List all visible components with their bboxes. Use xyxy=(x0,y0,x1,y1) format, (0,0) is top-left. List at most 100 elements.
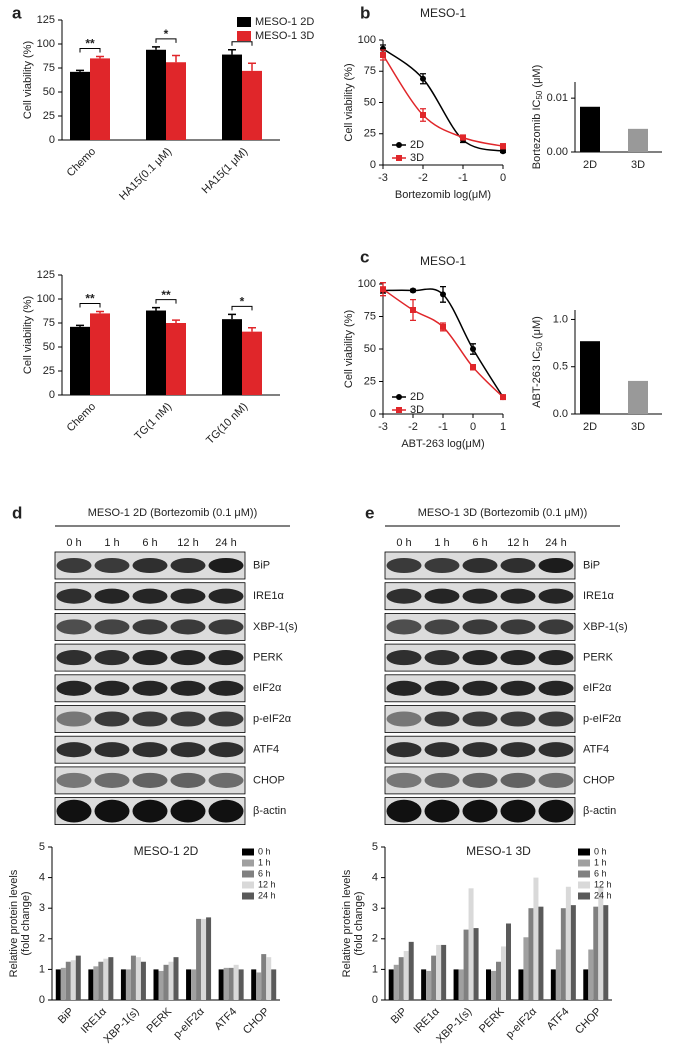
blot-band xyxy=(424,619,460,635)
bar xyxy=(570,905,576,1000)
bar xyxy=(598,886,604,1000)
bar xyxy=(538,906,544,1000)
x-tick-label: Chemo xyxy=(65,146,99,180)
blot-band xyxy=(56,650,92,666)
legend-swatch xyxy=(578,859,590,867)
time-label: 1 h xyxy=(434,537,449,549)
legend-swatch xyxy=(237,17,251,27)
legend-label: 12 h xyxy=(594,879,612,889)
time-label: 12 h xyxy=(507,537,528,549)
x-tick-label: p-eIF2α xyxy=(504,1005,540,1041)
protein-label: XBP-1(s) xyxy=(253,621,298,633)
y-axis-label: ABT-263 IC50 (μM) xyxy=(531,316,544,408)
protein-label: CHOP xyxy=(583,774,615,786)
bar xyxy=(441,944,447,1000)
y-tick-label: 125 xyxy=(37,14,55,26)
chart-title: MESO-1 3D xyxy=(466,844,531,858)
bar xyxy=(65,961,71,1000)
blot-band xyxy=(94,557,130,574)
bar xyxy=(496,961,501,1000)
x-tick-label: PERK xyxy=(477,1005,507,1035)
y-axis-label: Relative protein levels xyxy=(341,869,353,977)
y-axis-label-sub: 50 xyxy=(535,342,544,351)
bar xyxy=(388,969,394,1000)
blot-band xyxy=(132,650,168,666)
legend-marker xyxy=(396,142,402,148)
y-axis-label-sub: 50 xyxy=(535,90,544,99)
y-axis-label: (fold change) xyxy=(353,891,365,955)
point xyxy=(460,134,466,141)
blot-band xyxy=(424,772,460,788)
legend-label: 6 h xyxy=(594,868,607,878)
legend-label: 6 h xyxy=(258,868,271,878)
bar xyxy=(146,49,166,141)
bar xyxy=(628,380,648,414)
blot-band xyxy=(500,799,536,823)
blot-band xyxy=(170,772,206,788)
point xyxy=(380,52,386,58)
y-tick-label: 25 xyxy=(364,375,376,387)
bar xyxy=(506,923,511,1000)
blot-band xyxy=(56,742,92,758)
y-tick-label: 25 xyxy=(364,128,376,140)
legend-marker xyxy=(396,407,402,413)
error-bar xyxy=(96,310,104,314)
protein-label: IRE1α xyxy=(253,590,284,602)
time-label: 0 h xyxy=(66,537,81,549)
blot-band xyxy=(170,619,206,635)
blot-band xyxy=(170,680,206,696)
y-tick-label: 0.5 xyxy=(553,361,568,373)
y-tick-label: 3 xyxy=(39,902,45,914)
blot-band xyxy=(538,680,574,696)
bar xyxy=(426,970,432,1000)
blot-band xyxy=(424,588,460,604)
curve xyxy=(382,48,504,152)
y-tick-label: 2 xyxy=(39,933,45,945)
y-tick-label: 50 xyxy=(364,96,376,108)
legend-swatch xyxy=(237,31,251,41)
bar xyxy=(256,972,262,1000)
y-tick-label: 0.01 xyxy=(547,92,568,104)
y-tick-label: 3 xyxy=(372,902,378,914)
y-tick-label: 0 xyxy=(39,994,45,1006)
point xyxy=(500,143,506,150)
protein-label: eIF2α xyxy=(583,682,612,694)
bar xyxy=(218,969,224,1000)
point xyxy=(500,394,506,401)
legend-label: 1 h xyxy=(594,857,607,867)
bar xyxy=(261,954,267,1000)
blot-band xyxy=(462,680,498,696)
blot-band xyxy=(56,557,92,574)
bar xyxy=(146,310,166,395)
blot-band xyxy=(424,680,460,696)
x-axis-label: Bortezomib log(μM) xyxy=(395,189,491,201)
blot-band xyxy=(538,557,574,574)
blot-band xyxy=(94,650,130,666)
bar xyxy=(125,969,131,1000)
bar xyxy=(191,969,197,1000)
blot-band xyxy=(170,650,206,666)
bar xyxy=(251,969,257,1000)
legend-swatch xyxy=(578,870,590,878)
bar xyxy=(453,969,459,1000)
blot-band xyxy=(170,742,206,758)
protein-label: IRE1α xyxy=(583,590,614,602)
protein-label: β-actin xyxy=(253,805,286,817)
x-tick-label: 3D xyxy=(631,159,645,171)
error-bar xyxy=(228,313,236,320)
protein-label: BiP xyxy=(253,559,270,571)
blot-band xyxy=(94,588,130,604)
legend-label: 24 h xyxy=(258,890,276,900)
y-tick-label: 125 xyxy=(37,269,55,281)
bar xyxy=(130,955,136,1000)
curve xyxy=(382,54,504,147)
blot-band xyxy=(56,772,92,788)
legend-label: 1 h xyxy=(258,857,271,867)
bar xyxy=(393,964,399,1000)
blot-band xyxy=(386,557,422,574)
blot-band xyxy=(424,742,460,758)
protein-label: ATF4 xyxy=(583,744,609,756)
error-bar xyxy=(172,54,180,63)
legend-swatch xyxy=(242,881,254,889)
error-bar xyxy=(248,327,256,332)
